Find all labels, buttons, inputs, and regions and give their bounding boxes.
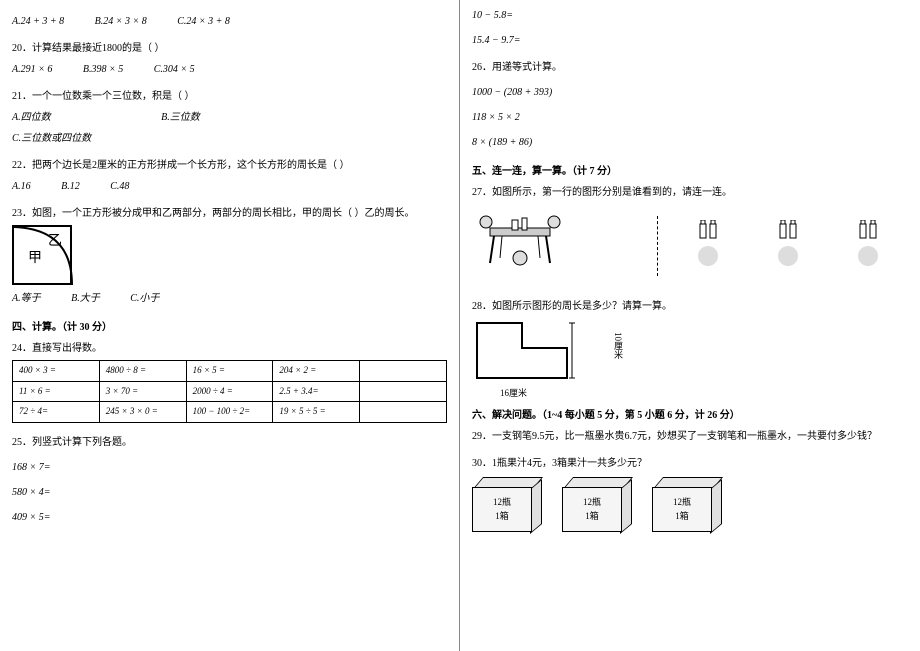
box-label-bottom: 1箱 — [675, 510, 689, 524]
cell: 4800 ÷ 8 = — [99, 361, 186, 382]
section-4-title: 四、计算。（计 30 分） — [12, 318, 447, 333]
cell: 72 ÷ 4= — [13, 402, 100, 423]
cell: 2.5 + 3.4= — [273, 381, 360, 402]
q28: 28．如图所示图形的周长是多少？请算一算。 16厘米 10厘米 — [472, 299, 908, 388]
q20-opt-c: C.304 × 5 — [154, 62, 195, 77]
q26-item-1: 118 × 5 × 2 — [472, 110, 908, 125]
q30-boxes: 12瓶 1箱 12瓶 1箱 12瓶 1箱 — [472, 477, 908, 532]
q21-title: 21．一个一位数乘一个三位数，积是（ ） — [12, 89, 447, 104]
cell: 100 − 100 ÷ 2= — [186, 402, 273, 423]
box-label-bottom: 1箱 — [585, 510, 599, 524]
cell — [360, 381, 447, 402]
q24-title: 24．直接写出得数。 — [12, 341, 447, 356]
cell: 204 × 2 = — [273, 361, 360, 382]
table-scene-icon — [472, 208, 646, 283]
table-row: 11 × 6 = 3 × 70 = 2000 ÷ 4 = 2.5 + 3.4= — [13, 381, 447, 402]
q23-figure: 甲 乙 — [12, 225, 72, 285]
q19-opt-a: A.24 + 3 + 8 — [12, 14, 64, 29]
cell: 2000 ÷ 4 = — [186, 381, 273, 402]
q19-opt-c: C.24 × 3 + 8 — [177, 14, 230, 29]
q30: 30．1瓶果汁4元，3箱果汁一共多少元？ 12瓶 1箱 12瓶 1箱 12瓶 — [472, 456, 908, 532]
q29: 29．一支钢笔9.5元，比一瓶墨水贵6.7元，妙想买了一支钢笔和一瓶墨水，一共要… — [472, 429, 908, 444]
box-label-top: 12瓶 — [493, 496, 511, 510]
q20-opt-a: A.291 × 6 — [12, 62, 52, 77]
calc-item-1: 15.4 − 9.7= — [472, 33, 908, 48]
bottle-view-icon — [778, 220, 798, 240]
q19-options: A.24 + 3 + 8 B.24 × 3 × 8 C.24 × 3 + 8 — [12, 14, 447, 29]
q20: 20．计算结果最接近1800的是（ ） A.291 × 6 B.398 × 5 … — [12, 41, 447, 77]
cell: 11 × 6 = — [13, 381, 100, 402]
q23-label-jia: 甲 — [28, 248, 42, 269]
q28-label-bottom: 16厘米 — [500, 387, 527, 401]
q22: 22．把两个边长是2厘米的正方形拼成一个长方形，这个长方形的周长是（ ） A.1… — [12, 158, 447, 194]
q22-opt-a: A.16 — [12, 179, 31, 194]
box-label-top: 12瓶 — [673, 496, 691, 510]
q26: 26．用递等式计算。 1000 − (208 + 393) 118 × 5 × … — [472, 60, 908, 150]
cell: 245 × 3 × 0 = — [99, 402, 186, 423]
right-column: 10 − 5.8= 15.4 − 9.7= 26．用递等式计算。 1000 − … — [460, 0, 920, 651]
box-icon: 12瓶 1箱 — [562, 477, 632, 532]
cell — [360, 402, 447, 423]
q23-opt-b: B.大于 — [71, 291, 100, 306]
q26-item-0: 1000 − (208 + 393) — [472, 85, 908, 100]
q23: 23．如图，一个正方形被分成甲和乙两部分，两部分的周长相比，甲的周长（ ）乙的周… — [12, 206, 447, 306]
table-row: 72 ÷ 4= 245 × 3 × 0 = 100 − 100 ÷ 2= 19 … — [13, 402, 447, 423]
q22-opt-c: C.48 — [110, 179, 129, 194]
q25-item-2: 409 × 5= — [12, 510, 447, 525]
cell: 19 × 5 ÷ 5 = — [273, 402, 360, 423]
cell: 16 × 5 = — [186, 361, 273, 382]
right-top-calc: 10 − 5.8= 15.4 − 9.7= — [472, 8, 908, 48]
box-label-top: 12瓶 — [583, 496, 601, 510]
cell — [360, 361, 447, 382]
q21-opt-b: B.三位数 — [161, 110, 200, 125]
box-label-bottom: 1箱 — [495, 510, 509, 524]
q21: 21．一个一位数乘一个三位数，积是（ ） A.四位数 B.三位数 C.三位数或四… — [12, 89, 447, 146]
q28-figure: 16厘米 10厘米 — [472, 318, 602, 388]
q25: 25．列竖式计算下列各题。 168 × 7= 580 × 4= 409 × 5= — [12, 435, 447, 525]
q23-opt-c: C.小于 — [130, 291, 159, 306]
q26-title: 26．用递等式计算。 — [472, 60, 908, 75]
q22-opt-b: B.12 — [61, 179, 80, 194]
child-face-icon — [778, 246, 798, 266]
section-6-title: 六、解决问题。（1~4 每小题 5 分，第 5 小题 6 分，计 26 分） — [472, 406, 908, 421]
bottle-view-icon — [698, 220, 718, 240]
q23-label-yi: 乙 — [48, 231, 62, 252]
q24-table: 400 × 3 = 4800 ÷ 8 = 16 × 5 = 204 × 2 = … — [12, 360, 447, 423]
q26-item-2: 8 × (189 + 86) — [472, 135, 908, 150]
q25-title: 25．列竖式计算下列各题。 — [12, 435, 447, 450]
q20-opt-b: B.398 × 5 — [83, 62, 123, 77]
q25-item-1: 580 × 4= — [12, 485, 447, 500]
q27-title: 27．如图所示，第一行的图形分别是谁看到的，请连一连。 — [472, 185, 908, 200]
dashed-separator — [657, 216, 658, 276]
q23-title: 23．如图，一个正方形被分成甲和乙两部分，两部分的周长相比，甲的周长（ ）乙的周… — [12, 206, 447, 221]
cell: 3 × 70 = — [99, 381, 186, 402]
box-icon: 12瓶 1箱 — [652, 477, 722, 532]
child-face-icon — [698, 246, 718, 266]
q29-title: 29．一支钢笔9.5元，比一瓶墨水贵6.7元，妙想买了一支钢笔和一瓶墨水，一共要… — [472, 429, 908, 444]
bottle-view-icon — [858, 220, 878, 240]
q27-scene — [472, 204, 908, 287]
q22-title: 22．把两个边长是2厘米的正方形拼成一个长方形，这个长方形的周长是（ ） — [12, 158, 447, 173]
q23-opt-a: A.等于 — [12, 291, 41, 306]
q20-title: 20．计算结果最接近1800的是（ ） — [12, 41, 447, 56]
calc-item-0: 10 − 5.8= — [472, 8, 908, 23]
q25-item-0: 168 × 7= — [12, 460, 447, 475]
q21-opt-c: C.三位数或四位数 — [12, 131, 91, 146]
left-column: A.24 + 3 + 8 B.24 × 3 × 8 C.24 × 3 + 8 2… — [0, 0, 460, 651]
q21-opt-a: A.四位数 — [12, 110, 51, 125]
q27-views — [668, 220, 908, 272]
table-row: 400 × 3 = 4800 ÷ 8 = 16 × 5 = 204 × 2 = — [13, 361, 447, 382]
q28-title: 28．如图所示图形的周长是多少？请算一算。 — [472, 299, 908, 314]
q24: 24．直接写出得数。 400 × 3 = 4800 ÷ 8 = 16 × 5 =… — [12, 341, 447, 423]
q27: 27．如图所示，第一行的图形分别是谁看到的，请连一连。 — [472, 185, 908, 287]
section-5-title: 五、连一连，算一算。（计 7 分） — [472, 162, 908, 177]
q28-label-right: 10厘米 — [611, 332, 625, 359]
q30-title: 30．1瓶果汁4元，3箱果汁一共多少元？ — [472, 456, 908, 471]
cell: 400 × 3 = — [13, 361, 100, 382]
q19-opt-b: B.24 × 3 × 8 — [95, 14, 147, 29]
box-icon: 12瓶 1箱 — [472, 477, 542, 532]
child-face-icon — [858, 246, 878, 266]
